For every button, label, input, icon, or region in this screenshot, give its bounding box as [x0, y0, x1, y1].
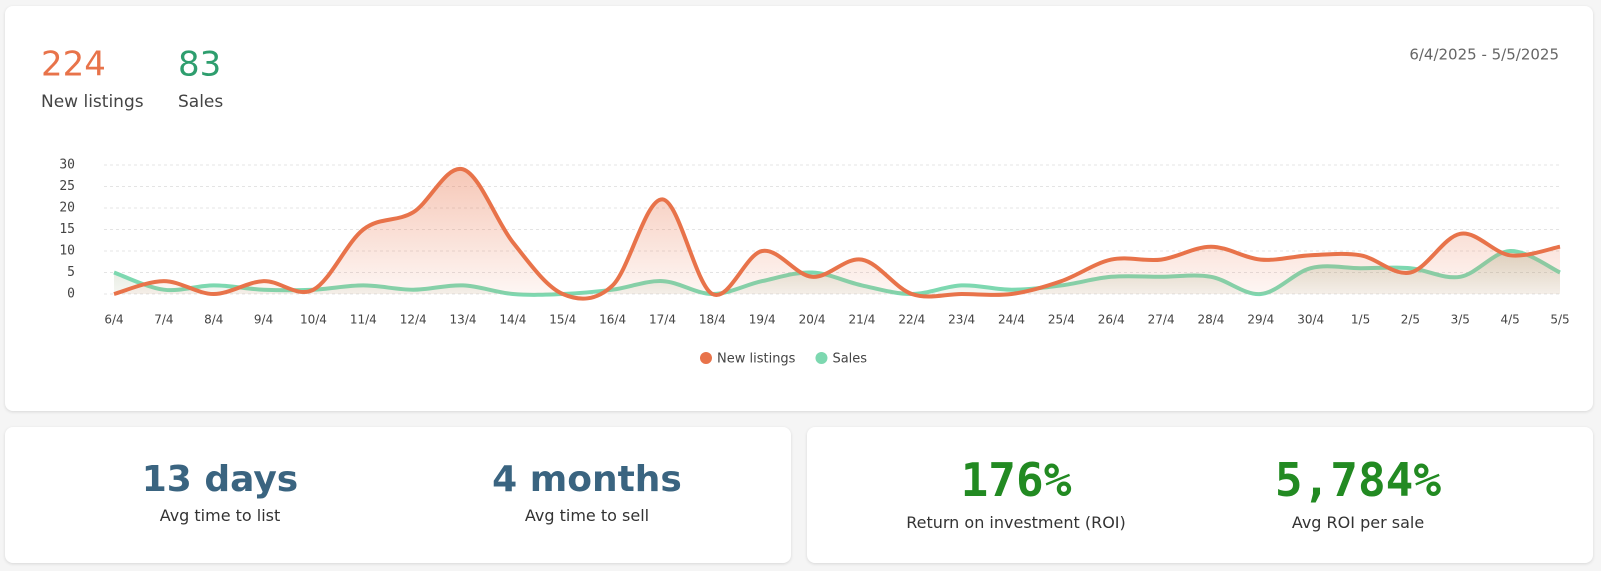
x-tick-label: 18/4 — [699, 313, 726, 327]
y-tick-label: 10 — [59, 244, 75, 259]
x-tick-label: 5/5 — [1550, 313, 1569, 327]
new-listings-count: 224 — [41, 45, 106, 85]
x-tick-label: 17/4 — [649, 313, 676, 327]
x-tick-label: 9/4 — [254, 313, 273, 327]
legend-marker — [700, 352, 712, 364]
x-tick-label: 23/4 — [948, 313, 975, 327]
x-tick-label: 3/5 — [1451, 313, 1470, 327]
x-tick-label: 8/4 — [204, 313, 223, 327]
y-tick-label: 20 — [59, 201, 75, 216]
x-tick-label: 4/5 — [1500, 313, 1519, 327]
stat: 13 days Avg time to list — [55, 459, 385, 525]
stat-value: 4 months — [492, 459, 682, 500]
chart: 224 New listings 83 Sales 6/4/2025 - 5/5… — [41, 45, 1570, 367]
stat-value: 176% — [960, 453, 1072, 507]
x-tick-label: 11/4 — [350, 313, 377, 327]
y-tick-label: 0 — [67, 287, 75, 302]
stat: 176% Return on investment (ROI) — [851, 453, 1181, 532]
x-tick-label: 30/4 — [1297, 313, 1324, 327]
stat-label: Avg time to list — [159, 506, 281, 525]
x-tick-label: 1/5 — [1351, 313, 1370, 327]
area — [114, 168, 1560, 299]
x-tick-label: 25/4 — [1048, 313, 1075, 327]
x-tick-label: 2/5 — [1401, 313, 1420, 327]
stat-value: 13 days — [141, 459, 299, 500]
stat: 5,784% Avg ROI per sale — [1193, 453, 1523, 532]
stat: 4 months Avg time to sell — [422, 459, 752, 525]
sales-count: 83 — [178, 45, 221, 85]
date-range: 6/4/2025 - 5/5/2025 — [1409, 46, 1559, 64]
x-tick-label: 13/4 — [450, 313, 477, 327]
x-tick-label: 7/4 — [154, 313, 173, 327]
x-tick-label: 26/4 — [1098, 313, 1125, 327]
x-tick-label: 28/4 — [1197, 313, 1224, 327]
x-tick-label: 20/4 — [799, 313, 826, 327]
legend-label: Sales — [832, 352, 867, 367]
y-tick-label: 25 — [59, 179, 75, 194]
line — [113, 167, 1561, 301]
time-card: 13 days Avg time to list 4 months Avg ti… — [5, 427, 791, 563]
stat-label: Return on investment (ROI) — [906, 513, 1126, 532]
x-tick-label: 29/4 — [1247, 313, 1274, 327]
x-tick-label: 16/4 — [599, 313, 626, 327]
x-tick-label: 12/4 — [400, 313, 427, 327]
x-tick-label: 21/4 — [848, 313, 875, 327]
new-listings-label: New listings — [41, 92, 144, 112]
sales-label: Sales — [178, 92, 223, 112]
y-tick-label: 15 — [59, 222, 75, 237]
legend-marker — [815, 352, 828, 364]
x-tick-label: 6/4 — [104, 313, 123, 327]
x-tick-label: 24/4 — [998, 313, 1025, 327]
x-tick-label: 15/4 — [549, 313, 576, 327]
x-tick-label: 19/4 — [749, 313, 776, 327]
chart-card: 224 New listings 83 Sales 6/4/2025 - 5/5… — [5, 6, 1593, 411]
x-tick-label: 10/4 — [300, 313, 327, 327]
y-tick-label: 30 — [59, 158, 75, 173]
legend-label: New listings — [717, 352, 796, 367]
x-tick-label: 27/4 — [1148, 313, 1175, 327]
roi-card: 176% Return on investment (ROI) 5,784% A… — [807, 427, 1593, 563]
x-tick-label: 22/4 — [898, 313, 925, 327]
y-tick-label: 5 — [67, 265, 75, 280]
x-tick-label: 14/4 — [499, 313, 526, 327]
stat-label: Avg time to sell — [524, 506, 650, 525]
stat-value: 5,784% — [1274, 453, 1442, 507]
stat-label: Avg ROI per sale — [1291, 513, 1425, 532]
